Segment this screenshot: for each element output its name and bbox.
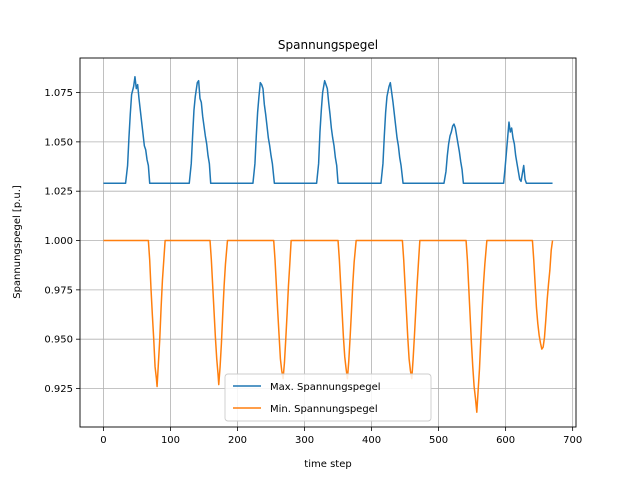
legend-box <box>224 373 432 422</box>
x-tick-label: 300 <box>295 435 314 446</box>
legend-label-max: Max. Spannungspegel <box>270 382 381 393</box>
grid <box>80 58 576 427</box>
y-axis-label: Spannungspegel [p.u.] <box>12 185 23 299</box>
y-tick-label: 1.025 <box>44 187 73 198</box>
x-tick-label: 0 <box>100 435 106 446</box>
plot-frame <box>79 57 577 428</box>
y-tick-label: 1.075 <box>44 88 73 99</box>
y-axis-ticks: 0.925 0.950 0.975 1.000 1.025 1.050 1.075 <box>44 88 80 395</box>
x-axis-label: time step <box>304 459 351 470</box>
chart-title: Spannungspegel <box>278 38 378 52</box>
y-tick-label: 0.975 <box>44 285 73 296</box>
y-tick-label: 1.050 <box>44 137 73 148</box>
y-tick-label: 0.925 <box>44 384 73 395</box>
max-voltage-line <box>103 76 553 185</box>
legend-label-min: Min. Spannungspegel <box>270 404 378 415</box>
y-tick-label: 1.000 <box>44 236 73 247</box>
plot-series <box>103 76 554 413</box>
x-tick-label: 700 <box>563 435 582 446</box>
x-tick-label: 100 <box>161 435 180 446</box>
legend: Max. Spannungspegel Min. Spannungspegel <box>224 373 432 422</box>
x-tick-label: 600 <box>496 435 515 446</box>
min-voltage-line <box>103 239 554 413</box>
x-tick-label: 400 <box>362 435 381 446</box>
x-tick-label: 200 <box>228 435 247 446</box>
x-axis-ticks: 0 100 200 300 400 500 600 700 <box>100 427 582 446</box>
y-tick-label: 0.950 <box>44 335 73 346</box>
x-tick-label: 500 <box>429 435 448 446</box>
